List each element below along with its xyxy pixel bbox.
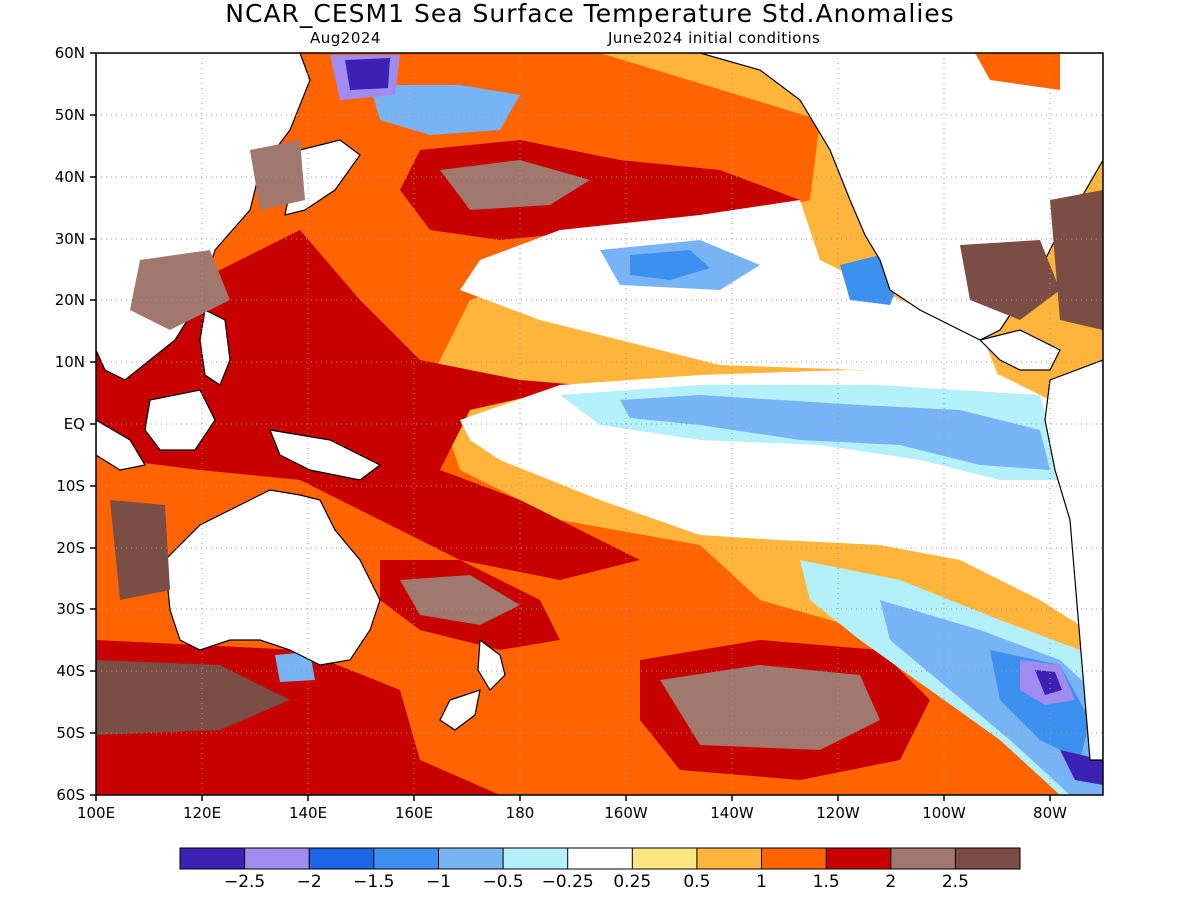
colorbar-box-1	[244, 848, 310, 869]
landmass-sumatra	[96, 419, 146, 471]
land-anomaly-east-us	[1050, 190, 1103, 330]
colorbar-box-5	[503, 848, 568, 869]
lon-label: 100W	[922, 804, 966, 822]
lon-label: 160E	[394, 804, 434, 822]
land-anomaly-overlays	[110, 53, 1103, 600]
map-title: NCAR_CESM1 Sea Surface Temperature Std.A…	[225, 0, 955, 28]
anomaly-region-south-pacific-warm-core	[400, 575, 520, 625]
lat-label: 20S	[56, 539, 85, 557]
colorbar-label: −0.25	[541, 872, 594, 892]
lat-label: 30S	[56, 600, 85, 618]
colorbar-box-12	[955, 848, 1020, 869]
landmass-new-zealand-north	[477, 638, 506, 691]
landmass-central-america	[978, 329, 1061, 371]
lat-label: 20N	[54, 291, 85, 309]
colorbar-box-8	[696, 848, 762, 869]
land-anomaly-mexico-us	[960, 240, 1060, 320]
landmass-borneo	[144, 389, 216, 451]
graticule	[96, 53, 1103, 795]
colorbar-label: 2	[885, 872, 897, 892]
colorbar-label: 2.5	[941, 872, 969, 892]
map-field	[96, 53, 1103, 795]
lat-label: 40S	[56, 662, 85, 680]
anomaly-region-southern-ocean-central-core	[660, 665, 880, 750]
axis-ticks	[90, 52, 1051, 801]
colorbar-label: 0.25	[613, 872, 652, 892]
anomaly-region-okhotsk-extreme	[345, 58, 390, 90]
lon-label: 100E	[76, 804, 116, 822]
lon-label: 80W	[1033, 804, 1067, 822]
anomaly-region-north-pacific-inner	[440, 160, 590, 210]
landmass-philippines	[199, 309, 231, 386]
colorbar-label: −2.5	[223, 872, 266, 892]
landmass-australia	[164, 489, 381, 666]
anomaly-region-southeast-extreme	[1035, 670, 1062, 695]
colorbar-label: −1	[425, 872, 452, 892]
colorbar-label: 0.5	[683, 872, 711, 892]
colorbar-box-11	[890, 848, 956, 869]
anomaly-region-equatorial-cool-core	[620, 395, 1050, 470]
landmass-new-zealand-south	[439, 689, 481, 731]
lat-label: 30N	[54, 230, 85, 248]
colorbar-box-4	[438, 848, 504, 869]
lon-label: 140W	[710, 804, 754, 822]
land-anomaly-western-australia	[110, 500, 170, 600]
colorbar-label: 1	[756, 872, 767, 892]
lat-label: 10N	[54, 353, 85, 371]
colorbar-box-9	[761, 848, 827, 869]
colorbar-label: 1.5	[812, 872, 840, 892]
colorbar-box-6	[567, 848, 633, 869]
lon-label: 180	[505, 804, 535, 822]
lat-label: 50N	[54, 106, 85, 124]
lat-label: 60S	[56, 786, 85, 804]
colorbar-box-10	[826, 848, 891, 869]
colorbar-label: −0.5	[482, 872, 524, 892]
colorbar-box-2	[309, 848, 374, 869]
lon-label: 120E	[182, 804, 222, 822]
lat-label: 50S	[56, 724, 85, 742]
lon-label: 160W	[604, 804, 648, 822]
forecast-month: Aug2024	[310, 29, 381, 47]
anomaly-region-central-north-neutral	[460, 200, 1000, 380]
colorbar-label: −1.5	[353, 872, 395, 892]
anomaly-region-warm-pool	[96, 230, 640, 580]
landmass-south-america	[1044, 359, 1103, 761]
colorbar-box-0	[180, 848, 245, 869]
lat-label: 10S	[56, 477, 85, 495]
initial-conditions: June2024 initial conditions	[608, 29, 821, 47]
land-anomaly-north-asia	[250, 140, 305, 210]
colorbar-outlines	[179, 847, 1021, 870]
colorbar-label: −2	[296, 872, 322, 892]
lon-label: 140E	[288, 804, 328, 822]
lat-label: EQ	[63, 415, 85, 433]
land-anomaly-alaska	[975, 53, 1060, 90]
lon-label: 120W	[816, 804, 860, 822]
anomaly-region-northwest-cool	[370, 85, 520, 135]
land-anomaly-china	[130, 250, 230, 330]
anomaly-region-north-cool-core	[630, 250, 710, 280]
landmass-new-guinea	[269, 429, 382, 481]
anomaly-region-southern-ocean-west-core	[96, 660, 290, 735]
colorbar-box-3	[373, 848, 439, 869]
lat-label: 60N	[54, 44, 85, 62]
colorbar-box-7	[632, 848, 697, 869]
anomaly-region-tasman-cool	[275, 652, 315, 682]
colorbar	[179, 847, 1021, 870]
anomaly-region-southeast-cool-mid	[880, 600, 1103, 795]
lat-label: 40N	[54, 168, 85, 186]
